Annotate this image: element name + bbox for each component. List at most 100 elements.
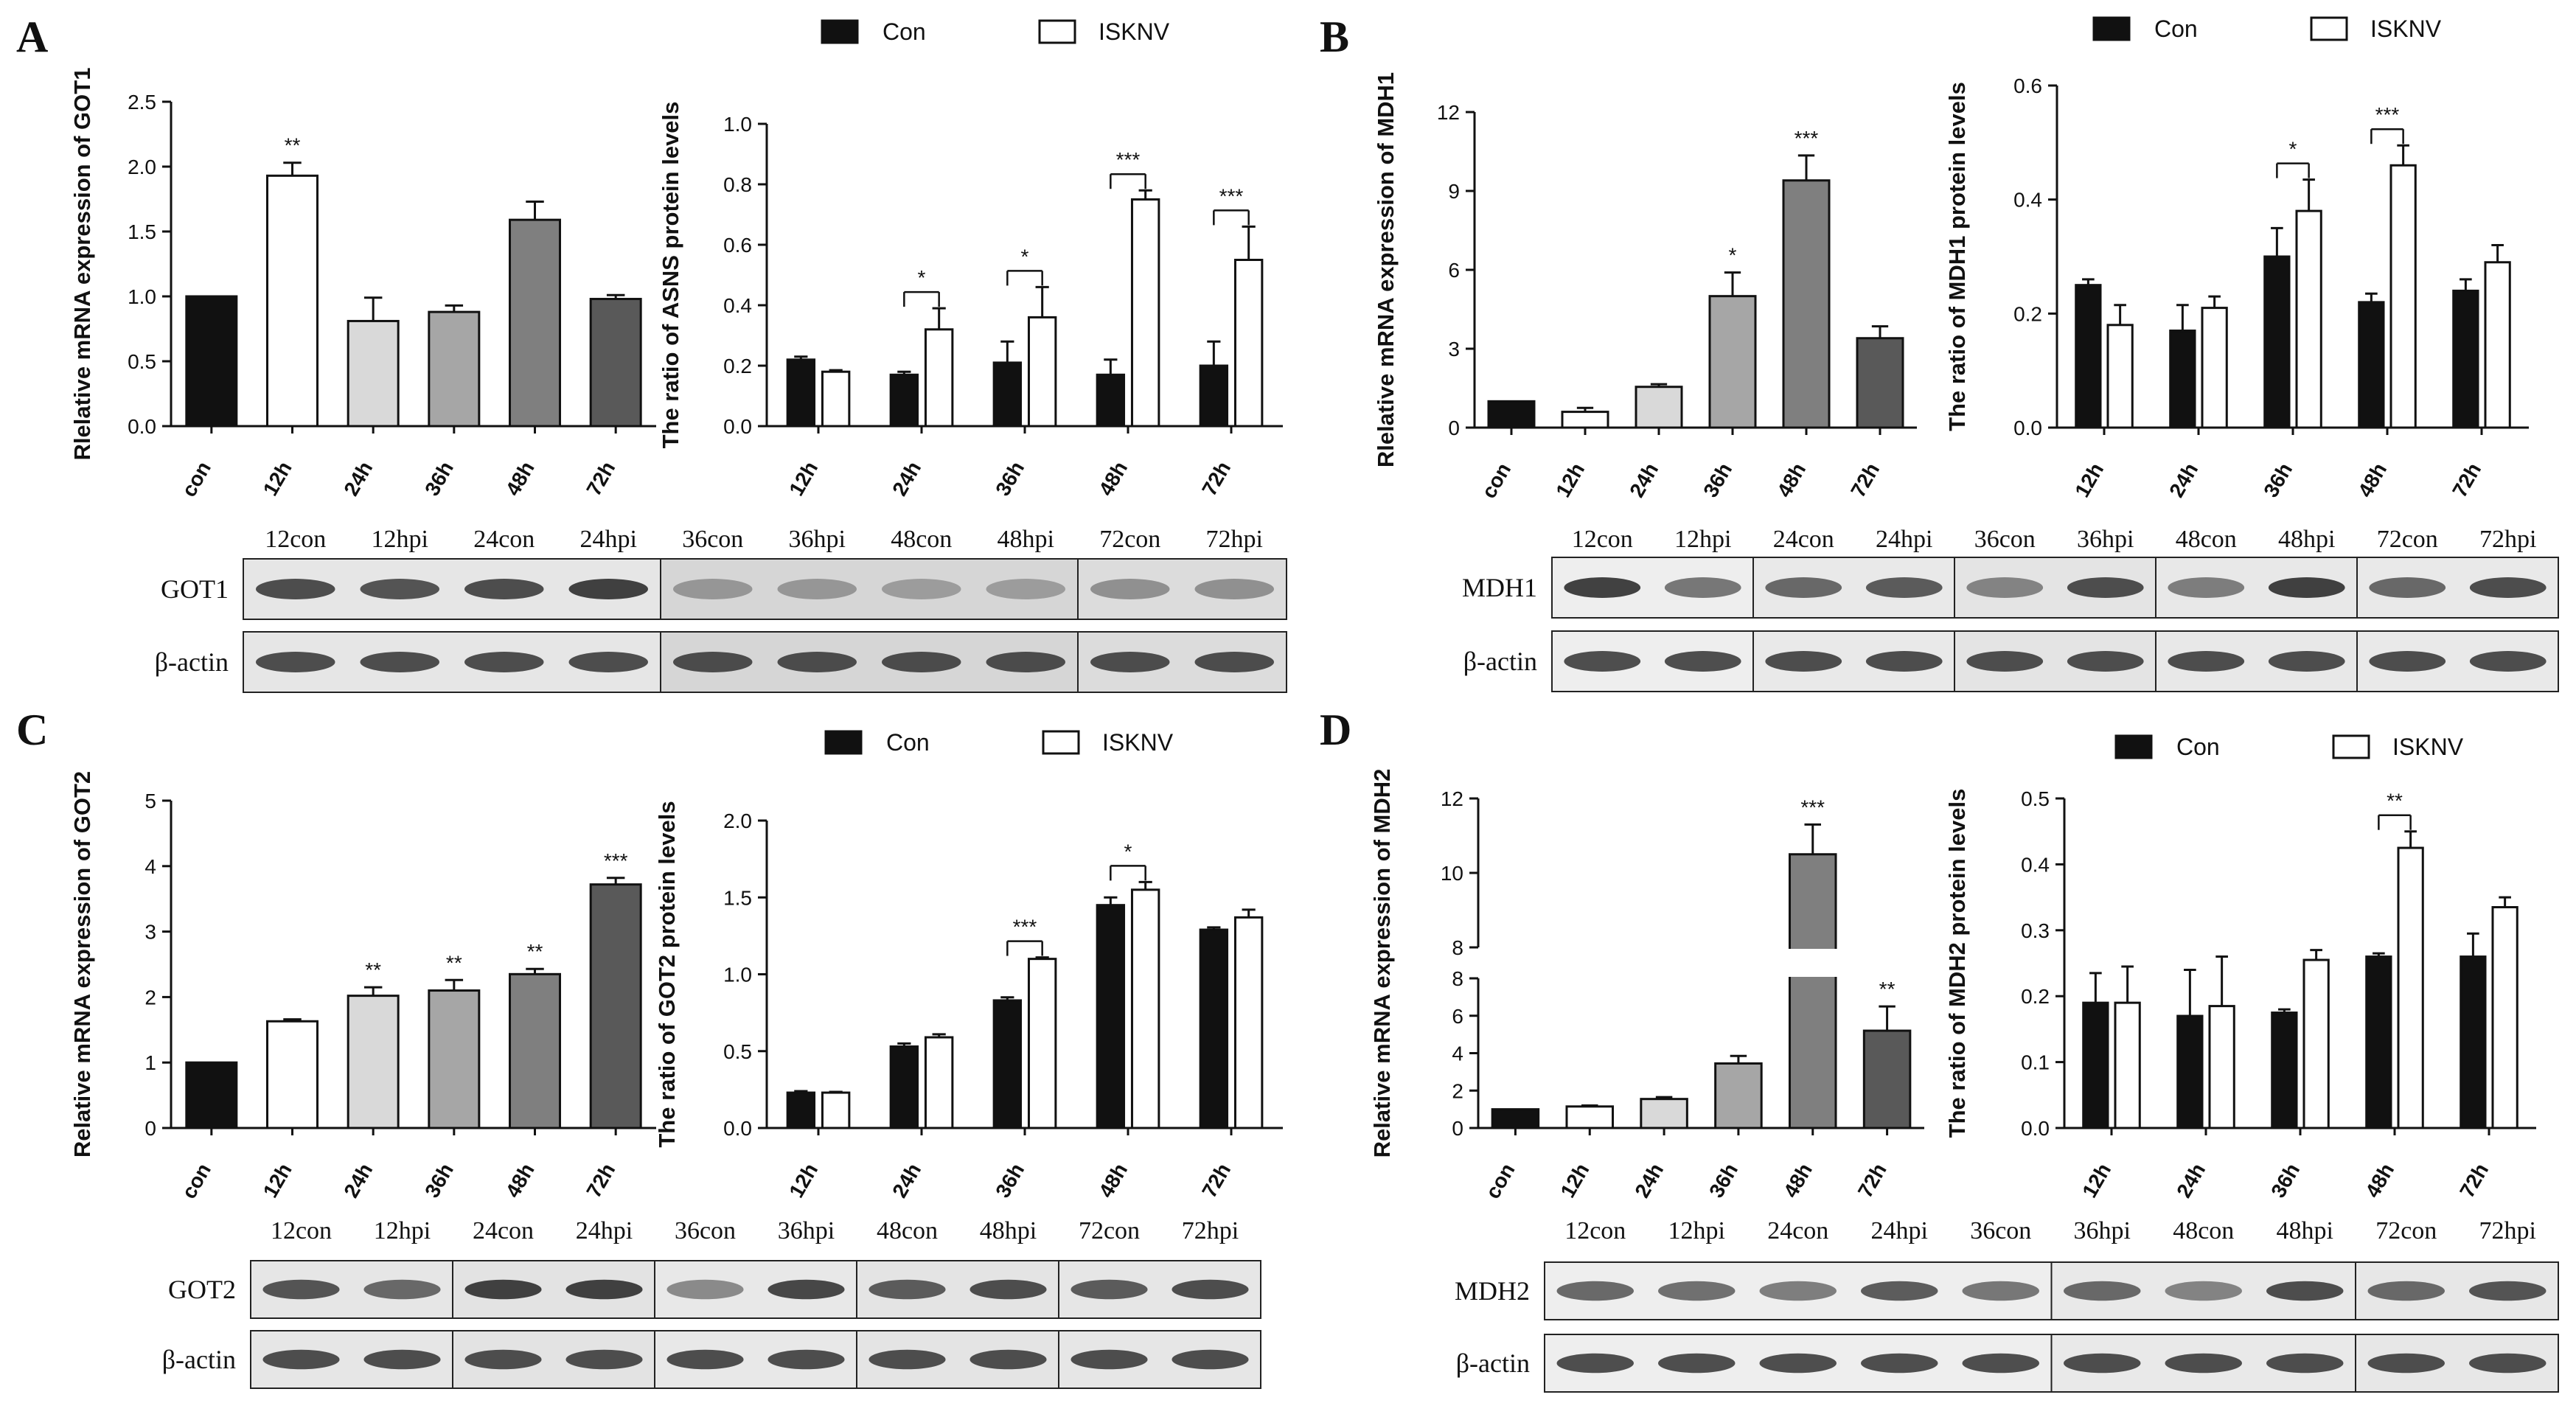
x-tick-label: 24h	[888, 458, 925, 500]
blot-band	[2469, 1281, 2547, 1301]
blot-band	[2268, 577, 2345, 598]
blot-band	[672, 652, 753, 672]
y-tick-label: 0.0	[2013, 417, 2042, 439]
blot-band	[1865, 577, 1943, 598]
y-tick-label: 0.3	[2021, 919, 2050, 942]
bar-con	[889, 373, 919, 428]
blot-band	[1194, 652, 1275, 672]
bar-isknv	[1130, 198, 1160, 428]
bar	[1491, 1108, 1540, 1129]
bar	[1788, 853, 1837, 1129]
bar	[1487, 400, 1536, 429]
y-tick-label: 4	[145, 855, 156, 878]
blot-lane-label: 24con	[473, 1217, 534, 1244]
y-tick-label: 0.4	[2021, 853, 2050, 876]
legend-label-con: Con	[2154, 15, 2198, 42]
y-tick-label: 0.2	[2021, 985, 2050, 1008]
blot-band	[262, 1279, 340, 1300]
blot-lane-label: 24con	[1773, 526, 1834, 553]
y-tick-label: 1	[145, 1051, 156, 1074]
blot-band	[2064, 1353, 2141, 1374]
bar-isknv	[2484, 261, 2511, 429]
y-tick-label: 0.6	[723, 234, 752, 257]
y-tick-label: 6	[1448, 259, 1460, 282]
bar	[1708, 295, 1757, 429]
legend-swatch-con	[821, 19, 859, 44]
y-tick-label: 0.5	[128, 350, 156, 373]
legend-swatch-isknv	[1038, 19, 1076, 44]
blot-band	[986, 579, 1066, 599]
x-tick-label: 36h	[2266, 1160, 2304, 1202]
legend-label-con: Con	[883, 18, 926, 45]
y-tick-label: 1.5	[723, 886, 752, 909]
x-tick-label: 12h	[1551, 459, 1589, 501]
blot-lane-label: 48con	[891, 526, 952, 553]
blot-lane-label: 48con	[2173, 1217, 2234, 1244]
blot-band	[464, 579, 544, 599]
legend-label-isknv: ISKNV	[1099, 18, 1170, 45]
bar-con	[2365, 955, 2392, 1129]
blot-band	[2367, 1281, 2445, 1301]
blot-lane-label: 24hpi	[1871, 1217, 1928, 1244]
y-tick-label: 1.5	[128, 220, 156, 243]
blot-band	[1966, 577, 2044, 598]
y-tick-label: 12	[1441, 787, 1463, 810]
blot-band	[1966, 651, 2044, 672]
blot-band	[2168, 577, 2245, 598]
bar-isknv	[2397, 846, 2424, 1129]
bar-con	[889, 1045, 919, 1129]
x-tick-label: 36h	[991, 458, 1028, 500]
significance-mark: ***	[1795, 127, 1819, 150]
blot-band	[255, 652, 335, 672]
y-tick-label: 0.4	[723, 294, 752, 317]
y-tick-label: 2	[1452, 1079, 1463, 1102]
blot-lane-label: 12hpi	[374, 1217, 431, 1244]
blot-row-label: MDH2	[1455, 1276, 1530, 1306]
blot-band	[1071, 1349, 1148, 1370]
y-tick-label: 3	[1448, 338, 1460, 361]
y-tick-label: 2.5	[128, 91, 156, 114]
blot-lane-label: 72con	[1079, 1217, 1140, 1244]
blot-band	[2268, 651, 2345, 672]
axis-break-gap	[1463, 949, 1932, 977]
blot-band	[2469, 651, 2547, 672]
blot-lane-label: 36con	[682, 526, 743, 553]
blot-band	[363, 1349, 441, 1370]
y-axis-label: The ratio of ASNS protein levels	[658, 102, 683, 449]
blot-band	[262, 1349, 340, 1370]
blot-band	[2165, 1281, 2242, 1301]
blot-band	[1090, 579, 1170, 599]
bar-isknv	[2201, 307, 2228, 429]
blot-band	[1664, 651, 1741, 672]
x-tick-label: 12h	[2078, 1160, 2115, 1202]
y-tick-label: 0.0	[2021, 1117, 2050, 1140]
x-tick-label: 72h	[1197, 1160, 1235, 1202]
significance-mark: ***	[604, 849, 628, 872]
bar	[509, 218, 561, 428]
blot-lane-label: 24hpi	[580, 526, 637, 553]
x-tick-label: 24h	[888, 1160, 925, 1202]
blot-band	[1658, 1353, 1736, 1374]
bar-con	[786, 358, 816, 428]
blot-band	[868, 1349, 946, 1370]
bar-con	[992, 999, 1023, 1129]
blot-band	[363, 1279, 441, 1300]
legend-swatch-isknv	[2332, 734, 2370, 759]
x-tick-label: 24h	[2172, 1160, 2210, 1202]
bar	[589, 883, 642, 1129]
bar	[185, 1061, 238, 1129]
legend-swatch-con	[824, 730, 863, 755]
blot-lane-label: 36con	[1970, 1217, 2031, 1244]
bar	[185, 295, 238, 428]
blot-band	[2369, 651, 2446, 672]
significance-mark: ***	[1116, 148, 1141, 171]
blot-lane-label: 36con	[675, 1217, 736, 1244]
bar	[266, 174, 318, 428]
blot-band	[2469, 577, 2547, 598]
x-tick-label: 72h	[2448, 459, 2485, 501]
bar-isknv	[1027, 958, 1057, 1129]
blot-lane-label: 48hpi	[2278, 526, 2335, 553]
x-tick-label: 48h	[1779, 1160, 1817, 1202]
significance-mark: **	[1879, 978, 1896, 1000]
